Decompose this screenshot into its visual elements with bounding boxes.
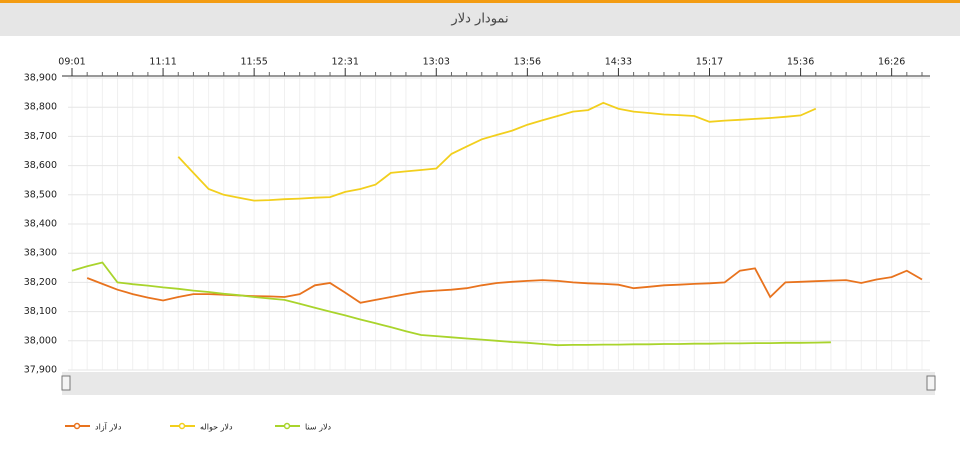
- header-bar: [0, 3, 960, 36]
- y-tick-label: 38,900: [24, 73, 57, 84]
- series-line: [177, 101, 817, 202]
- x-tick-label: 13:56: [514, 57, 541, 68]
- y-tick-label: 38,700: [24, 131, 57, 142]
- legend-label: دلار سنا: [305, 423, 332, 432]
- legend-label: دلار آزاد: [95, 422, 122, 432]
- y-tick-label: 38,500: [24, 189, 57, 200]
- y-tick-label: 37,900: [24, 365, 57, 376]
- top-border: [0, 0, 960, 3]
- x-tick-label: 15:17: [696, 57, 723, 68]
- series-line: [71, 261, 831, 347]
- legend-marker: [178, 422, 186, 430]
- legend-label: دلار حواله: [200, 423, 233, 432]
- legend-marker: [283, 422, 291, 430]
- scroll-handle-right[interactable]: [926, 375, 936, 391]
- x-tick-label: 12:31: [332, 57, 359, 68]
- scroll-handle-left[interactable]: [61, 375, 71, 391]
- y-tick-label: 38,800: [24, 102, 57, 113]
- series-line: [86, 267, 923, 304]
- y-tick-label: 38,600: [24, 160, 57, 171]
- x-tick-label: 11:11: [149, 57, 176, 68]
- y-tick-label: 38,000: [24, 335, 57, 346]
- y-tick-label: 38,300: [24, 248, 57, 259]
- chart-title: نمودار دلار: [450, 12, 508, 27]
- x-tick-label: 15:36: [787, 57, 814, 68]
- x-tick-label: 09:01: [58, 57, 85, 68]
- x-tick-label: 11:55: [240, 57, 267, 68]
- legend-marker: [73, 422, 81, 430]
- scrollbar[interactable]: [62, 372, 935, 395]
- y-tick-label: 38,400: [24, 219, 57, 230]
- x-tick-label: 13:03: [423, 57, 450, 68]
- y-tick-label: 38,200: [24, 277, 57, 288]
- x-tick-label: 16:26: [878, 57, 905, 68]
- y-tick-label: 38,100: [24, 306, 57, 317]
- x-tick-label: 14:33: [605, 57, 632, 68]
